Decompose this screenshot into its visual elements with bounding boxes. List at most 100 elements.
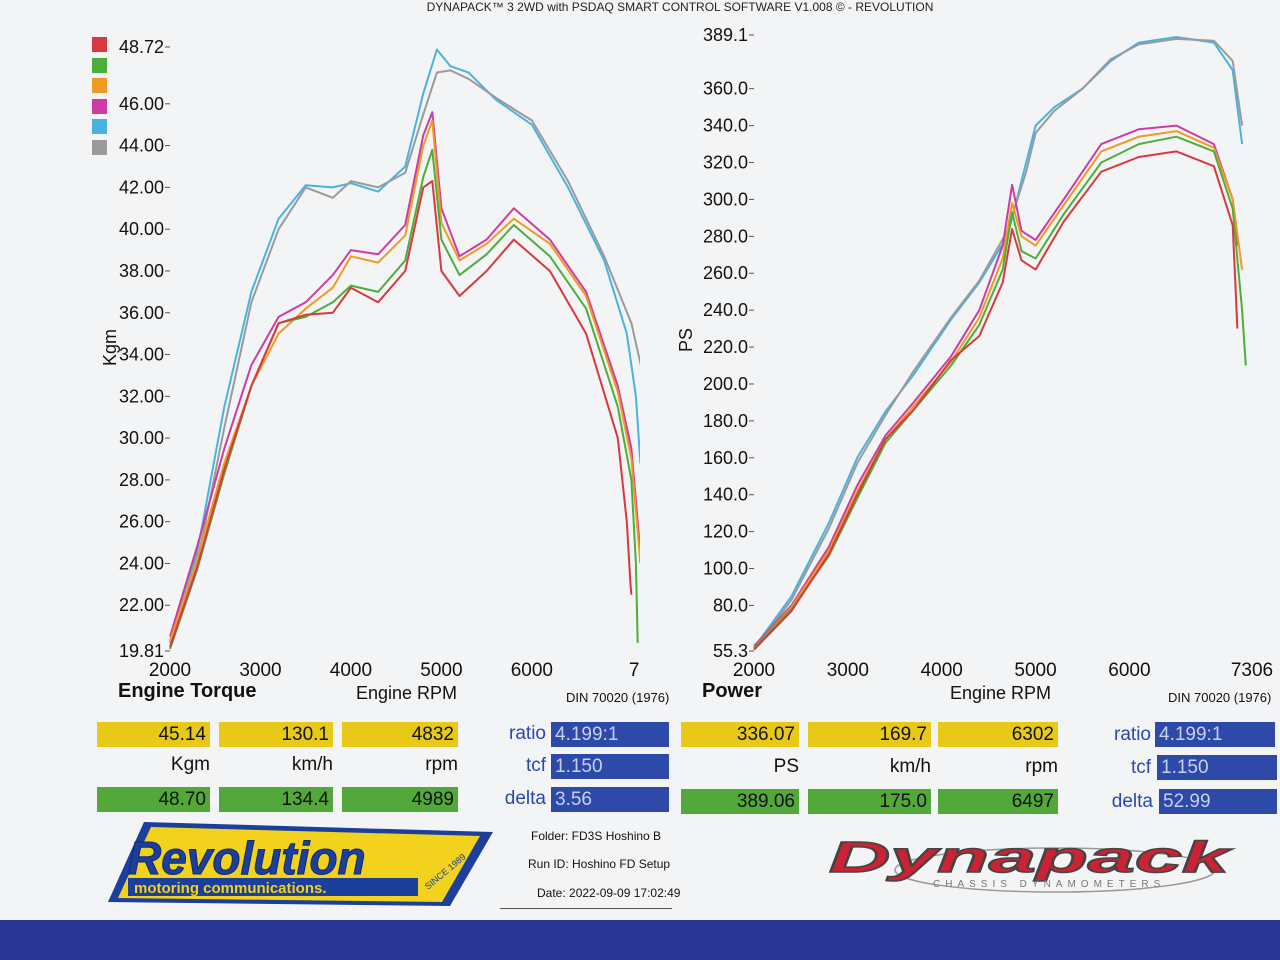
power-tcf-value: 1.150 xyxy=(1157,755,1277,780)
power-current-value: 336.07 xyxy=(681,722,799,747)
torque-din-note: DIN 70020 (1976) xyxy=(566,690,670,705)
x-tick-label: 7306 xyxy=(629,660,640,681)
power-tcf-label: tcf xyxy=(1130,757,1151,778)
x-tick-label: 4000 xyxy=(330,660,372,681)
y-tick-label: 40.00 xyxy=(119,219,164,239)
torque-delta-label: delta xyxy=(504,788,546,809)
torque-chart: 19.81 22.00 24.00 26.00 28.00 30.00 32.00 34.00… xyxy=(119,37,640,681)
power-chart-title: Power xyxy=(702,680,763,702)
power-unit-kmh: km/h xyxy=(889,756,931,777)
dynapack-logo: Dynapack CHASSIS DYNAMOMETERS xyxy=(828,832,1235,893)
revolution-wordmark: Revolution xyxy=(128,832,366,884)
y-tick-label: 280.0 xyxy=(703,226,748,246)
y-tick-label: 22.00 xyxy=(119,595,164,615)
power-ratio-label: ratio xyxy=(1114,724,1151,745)
y-tick-label: 240.0 xyxy=(703,300,748,320)
x-tick-label: 7306 xyxy=(1231,660,1273,681)
y-tick-label: 46.00 xyxy=(119,94,164,114)
power-x-label: Engine RPM xyxy=(950,683,1052,703)
power-din-note: DIN 70020 (1976) xyxy=(1168,690,1272,705)
y-tick-label: 140.0 xyxy=(703,485,748,505)
series-line xyxy=(753,124,1239,647)
torque-delta-value: 3.56 xyxy=(551,787,669,812)
power-ratio-value: 4.199:1 xyxy=(1155,722,1275,747)
y-tick-label: 19.81 xyxy=(119,641,164,661)
y-tick-label: 180.0 xyxy=(703,411,748,431)
x-tick-label: 2000 xyxy=(733,660,775,681)
power-unit-ps: PS xyxy=(773,756,799,777)
torque-ratio-label: ratio xyxy=(509,723,546,744)
y-tick-label: 30.00 xyxy=(119,428,164,448)
power-current-speed: 169.7 xyxy=(808,722,931,747)
torque-chart-title: Engine Torque xyxy=(118,680,257,702)
series-line xyxy=(169,180,633,648)
y-tick-label: 32.00 xyxy=(119,386,164,406)
torque-ratio-value: 4.199:1 xyxy=(551,722,669,747)
y-tick-label: 220.0 xyxy=(703,337,748,357)
torque-peak-rpm: 4989 xyxy=(342,787,458,812)
background-band xyxy=(0,920,1280,960)
x-tick-label: 5000 xyxy=(420,660,462,681)
legend-swatch xyxy=(92,37,107,52)
series-line xyxy=(169,111,640,637)
y-tick-label: 28.00 xyxy=(119,470,164,490)
legend-swatch xyxy=(92,119,107,134)
run-date: Date: 2022-09-09 17:02:49 xyxy=(537,886,681,900)
series-line xyxy=(753,37,1244,651)
y-tick-label: 260.0 xyxy=(703,263,748,283)
series-line xyxy=(169,119,640,642)
power-chart: 55.3 80.0 100.0 120.0 140.0 160.0 180.0 200.0 22… xyxy=(703,25,1273,681)
legend-swatch xyxy=(92,98,107,114)
y-tick-label: 48.72 xyxy=(119,37,164,57)
revolution-subtitle: motoring communications. xyxy=(134,880,327,897)
series-line xyxy=(169,48,640,644)
y-tick-label: 120.0 xyxy=(703,522,748,542)
power-delta-label: delta xyxy=(1111,791,1153,812)
torque-unit-kgm: Kgm xyxy=(170,754,210,775)
series-line xyxy=(753,135,1247,649)
torque-tcf-value: 1.150 xyxy=(551,754,669,779)
x-tick-label: 5000 xyxy=(1014,660,1056,681)
power-y-label: PS xyxy=(676,327,696,352)
x-tick-label: 3000 xyxy=(827,660,869,681)
y-tick-label: 44.00 xyxy=(119,136,164,156)
y-tick-label: 200.0 xyxy=(703,374,748,394)
x-tick-label: 2000 xyxy=(149,660,191,681)
y-tick-label: 389.1 xyxy=(703,25,748,45)
torque-y-label: Kgm xyxy=(100,328,120,366)
torque-unit-kmh: km/h xyxy=(291,754,333,775)
torque-peak-speed: 134.4 xyxy=(219,787,333,812)
torque-current-speed: 130.1 xyxy=(219,722,333,747)
y-tick-label: 340.0 xyxy=(703,116,748,136)
run-info-underline xyxy=(500,908,672,909)
power-peak-speed: 175.0 xyxy=(808,789,931,814)
y-tick-label: 38.00 xyxy=(119,261,164,281)
dyno-sheet: DYNAPACK™ 3 2WD with PSDAQ SMART CONTROL… xyxy=(0,0,1280,920)
torque-tcf-label: tcf xyxy=(525,755,546,776)
y-tick-label: 300.0 xyxy=(703,189,748,209)
x-tick-label: 6000 xyxy=(511,660,553,681)
y-tick-label: 320.0 xyxy=(703,153,748,173)
series-line xyxy=(169,69,640,648)
series-line xyxy=(753,130,1244,649)
legend-swatch xyxy=(92,57,107,73)
y-tick-label: 24.00 xyxy=(119,553,164,573)
y-tick-label: 55.3 xyxy=(713,641,748,661)
power-current-rpm: 6302 xyxy=(938,722,1058,747)
y-tick-label: 80.0 xyxy=(713,595,748,615)
y-tick-label: 360.0 xyxy=(703,79,748,99)
torque-current-value: 45.14 xyxy=(97,722,210,747)
series-line xyxy=(753,36,1244,649)
y-tick-label: 34.00 xyxy=(119,345,164,365)
power-peak-rpm: 6497 xyxy=(938,789,1058,814)
y-tick-label: 36.00 xyxy=(119,303,164,323)
legend-swatch xyxy=(92,78,107,93)
series-line xyxy=(753,150,1239,651)
run-folder: Folder: FD3S Hoshino B xyxy=(531,829,662,843)
run-id: Run ID: Hoshino FD Setup xyxy=(528,857,671,871)
x-tick-label: 4000 xyxy=(921,660,963,681)
torque-peak-value: 48.70 xyxy=(97,787,210,812)
power-unit-rpm: rpm xyxy=(1025,756,1058,777)
torque-unit-rpm: rpm xyxy=(425,754,458,775)
revolution-logo: Revolution motoring communications. SINC… xyxy=(108,822,493,906)
